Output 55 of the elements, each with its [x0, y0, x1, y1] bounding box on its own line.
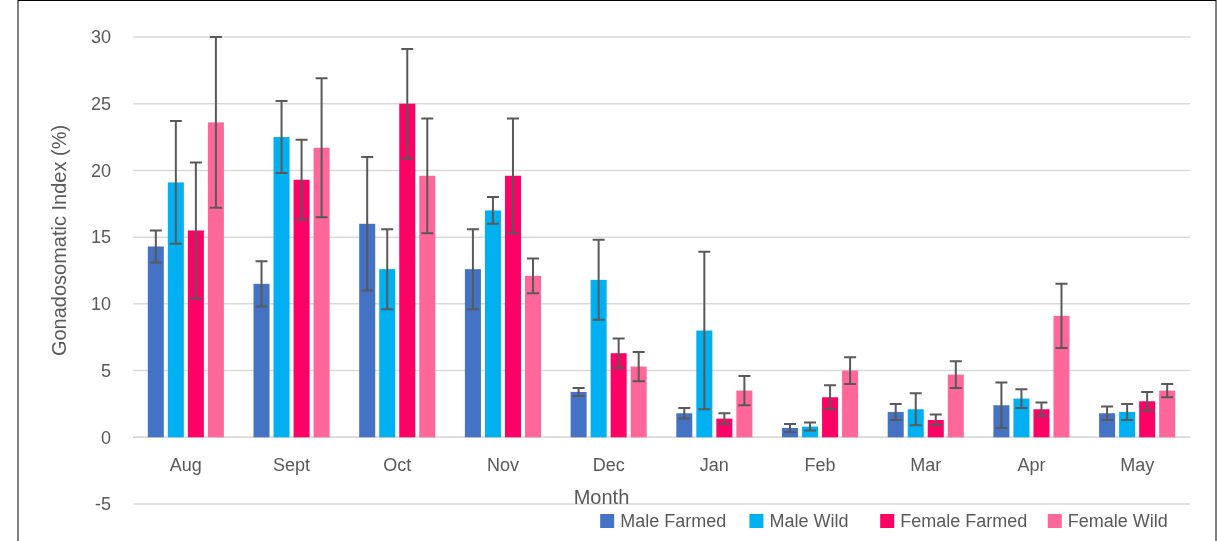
bar [1013, 398, 1030, 438]
bar [419, 175, 436, 438]
x-tick-label: Feb [804, 455, 836, 476]
bar [610, 353, 627, 438]
y-tick-label: 0 [100, 427, 111, 448]
legend-label: Male Wild [769, 511, 849, 532]
bar [253, 283, 270, 438]
bar [842, 370, 859, 438]
bar [947, 374, 964, 438]
y-tick-label: 25 [90, 94, 111, 115]
bar [399, 103, 416, 438]
x-tick-label: Aug [169, 455, 202, 476]
bar [379, 269, 396, 438]
bar [167, 182, 184, 438]
bar [1099, 413, 1116, 438]
bar [207, 122, 224, 438]
x-tick-label: Apr [1017, 455, 1046, 476]
bar [1033, 409, 1050, 438]
x-tick-label: Jan [699, 455, 729, 476]
bar [822, 397, 839, 438]
x-tick-label: Nov [486, 455, 519, 476]
bar [676, 413, 693, 438]
y-tick-label: 15 [90, 227, 111, 248]
legend-label: Female Farmed [900, 511, 1028, 532]
bar [504, 175, 521, 438]
y-tick-label: 20 [90, 160, 111, 181]
x-tick-label: Sept [273, 455, 311, 476]
bar [187, 230, 204, 438]
y-tick-label: -5 [94, 494, 111, 515]
y-axis-title: Gonadosomatic Index (%) [48, 124, 70, 357]
bar [484, 210, 501, 438]
y-tick-label: 10 [90, 294, 111, 315]
x-axis-title: Month [573, 486, 630, 509]
x-tick-label: Mar [910, 455, 942, 476]
bar [464, 269, 481, 438]
legend-label: Female Wild [1067, 511, 1168, 532]
x-tick-label: Oct [383, 455, 412, 476]
y-tick-label: 5 [100, 360, 111, 381]
x-tick-label: May [1120, 455, 1155, 476]
x-tick-label: Dec [592, 455, 625, 476]
y-tick-label: 30 [90, 27, 111, 48]
bar [1159, 390, 1176, 438]
bar [273, 137, 290, 438]
bar [293, 179, 310, 438]
bar [630, 366, 647, 438]
bar [524, 275, 541, 438]
bar [147, 246, 164, 438]
legend-label: Male Farmed [620, 511, 727, 532]
bar [1053, 315, 1070, 438]
bar [570, 391, 587, 438]
bar [736, 390, 753, 438]
bar [359, 223, 376, 438]
bar [590, 279, 607, 438]
bar [313, 147, 330, 438]
bar [1139, 401, 1156, 438]
